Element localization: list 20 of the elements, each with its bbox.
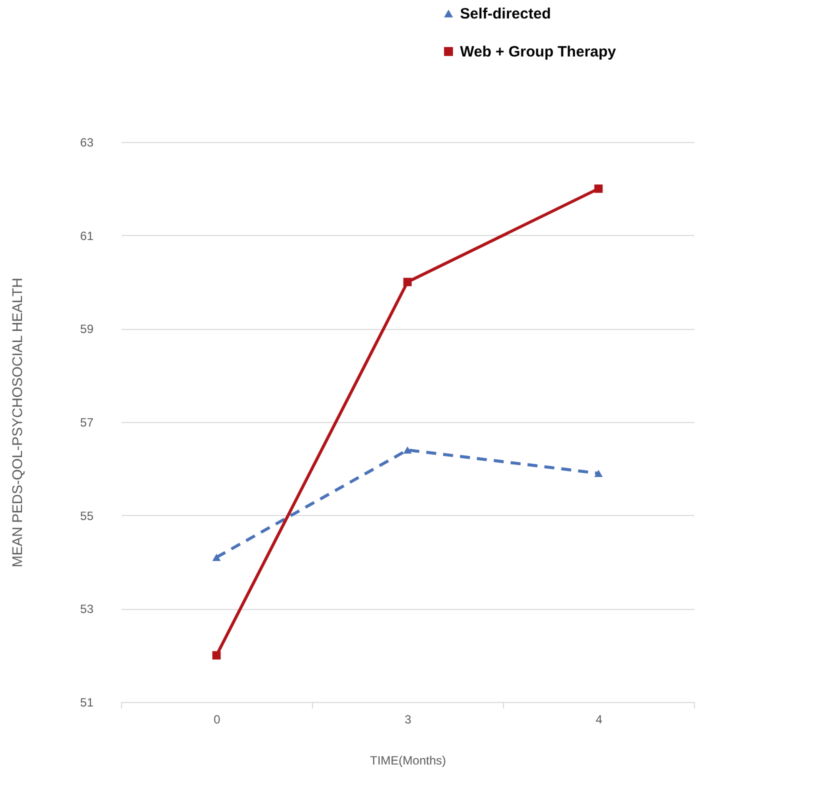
x-tick-label: 0: [214, 712, 221, 726]
point: [212, 554, 221, 561]
y-tick-label: 63: [80, 136, 94, 150]
y-tick-label: 61: [80, 228, 94, 243]
point: [594, 470, 603, 477]
legend-label: Self-directed: [460, 6, 551, 22]
y-tick-label: 59: [80, 322, 94, 336]
x-tick-label: 3: [404, 712, 412, 726]
point: [212, 651, 221, 660]
x-tick-label: 4: [596, 712, 603, 726]
point: [403, 278, 412, 286]
y-tick-label: 51: [80, 696, 94, 710]
legend-label: Web + Group Therapy: [460, 44, 617, 60]
x-axis-title: TIME(Months): [370, 754, 446, 768]
y-tick-label: 55: [80, 508, 94, 523]
y-tick-label: 57: [80, 416, 94, 430]
point: [403, 446, 412, 454]
y-axis-title: MEAN PEDS-QOL-PSYCHOSOCIAL HEALTH: [9, 278, 26, 568]
point: [594, 184, 603, 193]
y-tick-label: 53: [80, 602, 94, 616]
